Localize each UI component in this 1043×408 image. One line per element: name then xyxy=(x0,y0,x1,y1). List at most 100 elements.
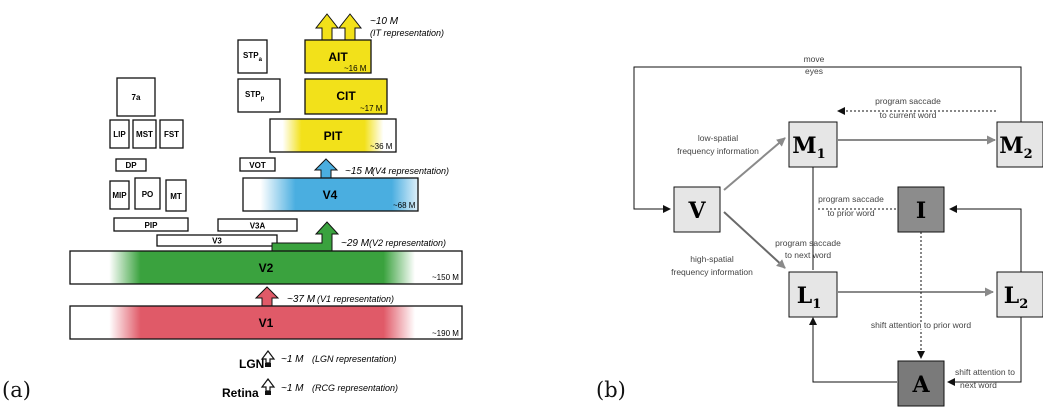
svg-text:~1 M: ~1 M xyxy=(281,354,304,365)
svg-text:shift attention to prior word: shift attention to prior word xyxy=(871,320,971,330)
svg-text:7a: 7a xyxy=(132,93,141,102)
reading-model-diagram: move eyes program saccade to current wor… xyxy=(633,54,1043,407)
svg-text:VOT: VOT xyxy=(249,161,266,170)
edge-l2-a: shift attention to next word xyxy=(947,305,1022,390)
area-lip: LIP xyxy=(109,119,130,149)
svg-text:program saccade: program saccade xyxy=(875,96,941,106)
stage-retina: Retina ~1 M (RCG representation) xyxy=(222,378,398,400)
node-l2: L2 xyxy=(996,271,1043,318)
panel-b-reading-model: move eyes program saccade to current wor… xyxy=(596,0,1043,408)
visual-hierarchy-diagram: 7a LIP MST FST DP MIP PO MT xyxy=(69,13,463,400)
svg-text:~10 M: ~10 M xyxy=(370,16,399,27)
node-v: V xyxy=(673,186,721,233)
node-m1: M1 xyxy=(788,121,838,168)
area-po: PO xyxy=(134,177,161,210)
node-l1: L1 xyxy=(788,271,838,318)
area-dp: DP xyxy=(115,158,147,172)
svg-text:FST: FST xyxy=(164,130,179,139)
svg-text:frequency information: frequency information xyxy=(671,267,753,277)
svg-text:MST: MST xyxy=(136,130,153,139)
area-mip: MIP xyxy=(109,180,130,210)
svg-text:program saccade: program saccade xyxy=(818,194,884,204)
svg-text:M1: M1 xyxy=(792,133,825,162)
svg-text:I: I xyxy=(916,198,926,224)
svg-text:low-spatial: low-spatial xyxy=(698,133,738,143)
svg-text:~16 M: ~16 M xyxy=(344,64,367,73)
svg-text:Retina: Retina xyxy=(222,386,259,400)
svg-text:~150 M: ~150 M xyxy=(432,273,459,282)
svg-text:PIP: PIP xyxy=(145,221,159,230)
svg-text:V4: V4 xyxy=(323,188,338,202)
svg-text:V2: V2 xyxy=(259,261,274,275)
edge-i-a: shift attention to prior word shift atte… xyxy=(869,232,973,359)
svg-text:~190 M: ~190 M xyxy=(432,329,459,338)
svg-text:(IT representation): (IT representation) xyxy=(370,28,444,38)
svg-text:MT: MT xyxy=(170,192,182,201)
edge-l2-i xyxy=(949,205,1022,280)
v1-representation-label: ~37 M (V1 representation) xyxy=(287,294,394,305)
svg-text:frequency information: frequency information xyxy=(677,146,759,156)
svg-text:(LGN representation): (LGN representation) xyxy=(312,354,397,364)
svg-text:~15 M: ~15 M xyxy=(345,166,374,177)
edge-saccade-current: program saccade to current word xyxy=(837,96,996,120)
svg-text:to next word: to next word xyxy=(785,250,832,260)
node-a: A xyxy=(897,360,945,407)
svg-text:MIP: MIP xyxy=(112,191,127,200)
svg-text:V3A: V3A xyxy=(250,222,266,231)
edge-move-eyes: move eyes xyxy=(633,54,1022,213)
area-7a: 7a xyxy=(116,77,156,117)
v2-output-arrow xyxy=(271,221,340,252)
area-v3: V3 xyxy=(156,234,278,247)
svg-text:LIP: LIP xyxy=(113,130,126,139)
v1-output-arrow xyxy=(254,286,280,307)
svg-text:to current word: to current word xyxy=(880,110,937,120)
svg-text:V1: V1 xyxy=(259,316,274,330)
svg-text:A: A xyxy=(911,372,930,398)
stage-v4: V4 ~68 M xyxy=(242,177,419,212)
stage-v1: V1 ~190 M xyxy=(69,305,463,340)
area-pip: PIP xyxy=(113,217,189,232)
it-output-arrows xyxy=(314,13,363,41)
svg-text:PIT: PIT xyxy=(324,129,343,143)
v4-representation-label: ~15 M (V4 representation) xyxy=(345,166,449,177)
area-v3a: V3A xyxy=(217,218,298,232)
stage-ait: AIT ~16 M xyxy=(304,39,372,74)
panel-a-letter: (a) xyxy=(2,378,31,402)
svg-text:~36 M: ~36 M xyxy=(370,142,393,151)
area-vot: VOT xyxy=(239,157,276,172)
area-mt: MT xyxy=(165,179,187,212)
edge-v-m1: low-spatial frequency information xyxy=(677,133,786,191)
svg-text:~68 M: ~68 M xyxy=(393,201,416,210)
area-fst: FST xyxy=(159,119,184,149)
svg-text:~29 M: ~29 M xyxy=(341,238,370,249)
svg-text:(RCG representation): (RCG representation) xyxy=(312,383,398,393)
svg-text:V: V xyxy=(687,198,706,224)
stage-pit: PIT ~36 M xyxy=(269,118,397,153)
svg-text:L2: L2 xyxy=(1004,283,1029,312)
svg-text:move: move xyxy=(804,54,825,64)
stage-v2: V2 ~150 M xyxy=(69,250,463,285)
stage-lgn: LGN ~1 M (LGN representation) xyxy=(239,350,397,371)
svg-text:next word: next word xyxy=(960,380,997,390)
edge-a-l1 xyxy=(809,317,897,383)
panel-a-visual-hierarchy: 7a LIP MST FST DP MIP PO MT xyxy=(0,0,500,408)
node-i: I xyxy=(897,186,945,233)
svg-text:V3: V3 xyxy=(212,237,222,246)
svg-text:AIT: AIT xyxy=(328,50,348,64)
svg-text:~17 M: ~17 M xyxy=(360,104,383,113)
svg-text:CIT: CIT xyxy=(336,89,356,103)
svg-text:(V2 representation): (V2 representation) xyxy=(369,238,446,248)
it-representation-label: ~10 M (IT representation) xyxy=(370,16,444,38)
svg-text:shift attention to prior word: shift attention to prior word xyxy=(871,320,971,330)
svg-text:DP: DP xyxy=(125,161,137,170)
node-m2: M2 xyxy=(996,121,1043,168)
svg-text:STPp: STPp xyxy=(245,90,265,102)
area-mst: MST xyxy=(132,119,157,149)
area-stpa: STPa xyxy=(237,39,268,74)
svg-text:STPa: STPa xyxy=(243,51,263,63)
svg-text:program saccade: program saccade xyxy=(775,238,841,248)
svg-text:M2: M2 xyxy=(999,133,1032,162)
svg-text:~37 M: ~37 M xyxy=(287,294,316,305)
v4-output-arrow xyxy=(313,158,339,179)
edge-v-l1: high-spatial frequency information xyxy=(671,211,786,277)
